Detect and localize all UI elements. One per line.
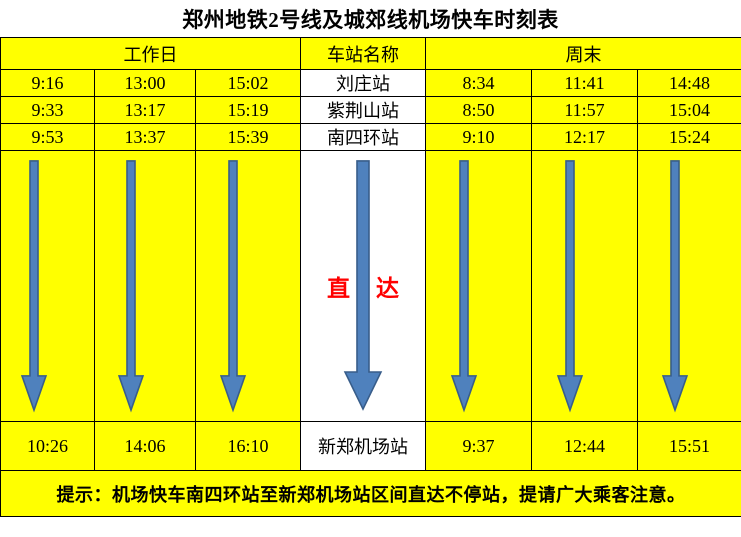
down-arrow-icon <box>662 160 689 413</box>
down-arrow-icon <box>343 160 383 411</box>
arrow-container <box>2 159 94 413</box>
weekend-time: 15:24 <box>637 123 741 151</box>
arrow-container <box>533 159 637 413</box>
weekend-arrival-time: 9:37 <box>425 421 533 471</box>
weekday-arrival-time: 16:10 <box>194 421 302 471</box>
weekend-arrival-time: 15:51 <box>637 421 741 471</box>
table-row: 9:33 13:17 15:19 紫荆山站 8:50 11:57 15:04 <box>0 96 741 124</box>
arrow-container <box>96 159 195 413</box>
down-arrow-icon <box>21 160 48 413</box>
weekday-time: 15:19 <box>194 96 302 124</box>
arrow-cell <box>194 150 302 422</box>
terminal-station-name: 新郑机场站 <box>300 421 427 471</box>
nonstop-segment-row: 直 达 <box>0 150 741 422</box>
station-name: 刘庄站 <box>300 69 427 97</box>
arrow-cell <box>425 150 533 422</box>
weekday-time: 13:17 <box>94 96 196 124</box>
page-title: 郑州地铁2号线及城郊线机场快车时刻表 <box>182 7 559 32</box>
station-name: 紫荆山站 <box>300 96 427 124</box>
weekend-time: 8:50 <box>425 96 533 124</box>
weekend-time: 11:57 <box>531 96 639 124</box>
arrow-cell <box>94 150 196 422</box>
weekday-time: 9:53 <box>0 123 95 151</box>
weekday-arrival-time: 10:26 <box>0 421 95 471</box>
page-title-bar: 郑州地铁2号线及城郊线机场快车时刻表 <box>0 0 741 37</box>
down-arrow-icon <box>220 160 247 413</box>
weekday-time: 15:39 <box>194 123 302 151</box>
header-weekday: 工作日 <box>0 37 302 70</box>
direct-service-label: 直 达 <box>302 269 425 303</box>
direct-label-char2: 达 <box>376 276 400 301</box>
weekend-time: 8:34 <box>425 69 533 97</box>
arrow-cell <box>531 150 639 422</box>
table-row: 9:16 13:00 15:02 刘庄站 8:34 11:41 14:48 <box>0 69 741 97</box>
weekend-time: 15:04 <box>637 96 741 124</box>
weekend-time: 9:10 <box>425 123 533 151</box>
weekday-time: 9:33 <box>0 96 95 124</box>
table-row: 10:26 14:06 16:10 新郑机场站 9:37 12:44 15:51 <box>0 421 741 471</box>
table-row: 9:53 13:37 15:39 南四环站 9:10 12:17 15:24 <box>0 123 741 151</box>
arrow-container <box>427 159 531 413</box>
weekday-time: 13:00 <box>94 69 196 97</box>
down-arrow-icon <box>450 160 477 413</box>
direct-label-char1: 直 <box>327 276 351 301</box>
table-header-row: 工作日 车站名称 周末 <box>0 37 741 70</box>
weekend-time: 14:48 <box>637 69 741 97</box>
arrow-container <box>639 159 741 413</box>
footer-note: 提示：机场快车南四环站至新郑机场站区间直达不停站，提请广大乘客注意。 <box>0 470 741 517</box>
weekday-time: 13:37 <box>94 123 196 151</box>
station-name: 南四环站 <box>300 123 427 151</box>
down-arrow-icon <box>556 160 583 413</box>
weekday-time: 15:02 <box>194 69 302 97</box>
schedule-table: 工作日 车站名称 周末 9:16 13:00 15:02 刘庄站 8:34 11… <box>0 37 741 517</box>
weekday-arrival-time: 14:06 <box>94 421 196 471</box>
weekend-arrival-time: 12:44 <box>531 421 639 471</box>
arrow-cell <box>0 150 95 422</box>
arrow-container: 直 达 <box>302 159 425 413</box>
nonstop-center-cell: 直 达 <box>300 150 427 422</box>
down-arrow-icon <box>118 160 144 413</box>
arrow-cell <box>637 150 741 422</box>
weekend-time: 11:41 <box>531 69 639 97</box>
weekend-time: 12:17 <box>531 123 639 151</box>
footer-note-row: 提示：机场快车南四环站至新郑机场站区间直达不停站，提请广大乘客注意。 <box>0 470 741 517</box>
weekday-time: 9:16 <box>0 69 95 97</box>
arrow-container <box>197 159 300 413</box>
header-weekend: 周末 <box>425 37 741 70</box>
header-station-name: 车站名称 <box>300 37 427 70</box>
